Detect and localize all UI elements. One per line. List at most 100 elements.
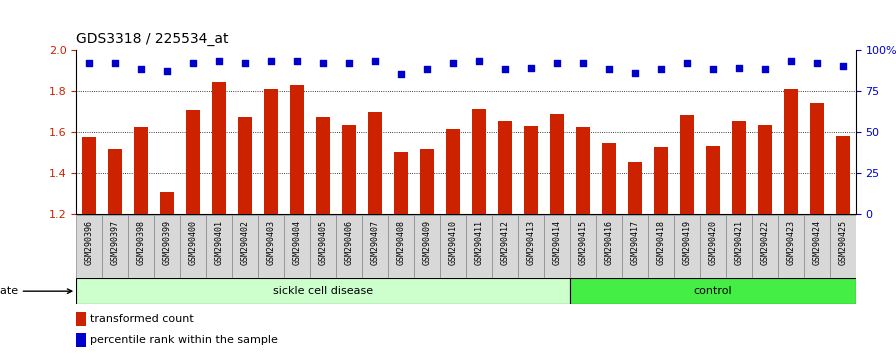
Text: GSM290420: GSM290420 bbox=[708, 220, 718, 265]
Text: GSM290424: GSM290424 bbox=[812, 220, 822, 265]
Bar bbox=[414, 215, 440, 278]
Text: GDS3318 / 225534_at: GDS3318 / 225534_at bbox=[76, 32, 228, 46]
Point bbox=[134, 67, 149, 72]
Bar bbox=[388, 215, 414, 278]
Text: transformed count: transformed count bbox=[90, 314, 194, 324]
Point bbox=[108, 60, 123, 65]
Point bbox=[550, 60, 564, 65]
Bar bbox=[602, 143, 616, 214]
Text: GSM290405: GSM290405 bbox=[318, 220, 328, 265]
Bar bbox=[706, 146, 719, 214]
Bar bbox=[700, 215, 726, 278]
Bar bbox=[440, 215, 466, 278]
Text: GSM290412: GSM290412 bbox=[500, 220, 510, 265]
Bar bbox=[628, 162, 642, 214]
Bar bbox=[778, 215, 804, 278]
Bar bbox=[206, 215, 232, 278]
Bar bbox=[310, 215, 336, 278]
Bar bbox=[784, 88, 797, 214]
Text: GSM290396: GSM290396 bbox=[84, 220, 94, 265]
Bar bbox=[836, 136, 849, 214]
Bar bbox=[810, 103, 823, 214]
Text: GSM290409: GSM290409 bbox=[422, 220, 432, 265]
Point bbox=[836, 63, 850, 69]
Text: GSM290402: GSM290402 bbox=[240, 220, 250, 265]
Text: GSM290407: GSM290407 bbox=[370, 220, 380, 265]
Bar bbox=[232, 215, 258, 278]
Bar bbox=[336, 215, 362, 278]
Bar bbox=[258, 215, 284, 278]
Bar bbox=[212, 82, 226, 214]
Bar bbox=[680, 115, 694, 214]
Point bbox=[576, 60, 590, 65]
Point bbox=[212, 58, 226, 64]
Bar bbox=[648, 215, 674, 278]
Bar bbox=[238, 118, 252, 214]
Bar bbox=[128, 215, 154, 278]
Point bbox=[758, 67, 772, 72]
Point bbox=[810, 60, 824, 65]
Point bbox=[394, 72, 409, 77]
Text: GSM290399: GSM290399 bbox=[162, 220, 172, 265]
Bar bbox=[550, 114, 564, 214]
Bar bbox=[732, 121, 745, 214]
Point bbox=[160, 68, 175, 74]
Bar bbox=[368, 112, 382, 214]
Point bbox=[472, 58, 487, 64]
Text: GSM290401: GSM290401 bbox=[214, 220, 224, 265]
Text: GSM290398: GSM290398 bbox=[136, 220, 146, 265]
Point bbox=[706, 67, 720, 72]
Text: GSM290417: GSM290417 bbox=[630, 220, 640, 265]
Bar bbox=[524, 126, 538, 214]
Text: GSM290414: GSM290414 bbox=[552, 220, 562, 265]
Bar bbox=[154, 215, 180, 278]
Point bbox=[264, 58, 279, 64]
Point bbox=[498, 67, 513, 72]
Bar bbox=[420, 149, 434, 214]
Bar bbox=[160, 192, 174, 214]
Text: GSM290416: GSM290416 bbox=[604, 220, 614, 265]
Text: control: control bbox=[694, 286, 732, 296]
Point bbox=[316, 60, 331, 65]
Bar bbox=[804, 215, 830, 278]
Bar bbox=[576, 127, 590, 214]
Bar bbox=[596, 215, 622, 278]
Bar bbox=[570, 215, 596, 278]
Bar bbox=[394, 153, 408, 214]
Bar bbox=[76, 215, 102, 278]
Bar bbox=[284, 215, 310, 278]
Text: GSM290400: GSM290400 bbox=[188, 220, 198, 265]
Bar bbox=[726, 215, 752, 278]
Point bbox=[783, 58, 798, 64]
Text: GSM290421: GSM290421 bbox=[734, 220, 744, 265]
Text: GSM290403: GSM290403 bbox=[266, 220, 276, 265]
Text: GSM290404: GSM290404 bbox=[292, 220, 302, 265]
Text: GSM290425: GSM290425 bbox=[838, 220, 848, 265]
Text: GSM290410: GSM290410 bbox=[448, 220, 458, 265]
Bar bbox=[518, 215, 544, 278]
Point bbox=[628, 70, 642, 75]
Bar bbox=[264, 88, 278, 214]
Bar bbox=[76, 312, 85, 326]
Bar bbox=[544, 215, 570, 278]
Point bbox=[238, 60, 253, 65]
Point bbox=[446, 60, 461, 65]
Bar bbox=[76, 278, 570, 304]
Bar bbox=[342, 125, 356, 214]
Point bbox=[680, 60, 694, 65]
Text: GSM290406: GSM290406 bbox=[344, 220, 354, 265]
Point bbox=[419, 67, 435, 72]
Bar bbox=[316, 118, 330, 214]
Bar bbox=[654, 147, 668, 214]
Point bbox=[82, 60, 97, 65]
Bar bbox=[752, 215, 778, 278]
Bar bbox=[622, 215, 648, 278]
Text: GSM290418: GSM290418 bbox=[656, 220, 666, 265]
Bar bbox=[108, 149, 122, 214]
Bar bbox=[446, 129, 460, 214]
Text: GSM290397: GSM290397 bbox=[110, 220, 120, 265]
Text: percentile rank within the sample: percentile rank within the sample bbox=[90, 335, 278, 345]
Point bbox=[342, 60, 357, 65]
Point bbox=[732, 65, 746, 70]
Text: sickle cell disease: sickle cell disease bbox=[273, 286, 373, 296]
